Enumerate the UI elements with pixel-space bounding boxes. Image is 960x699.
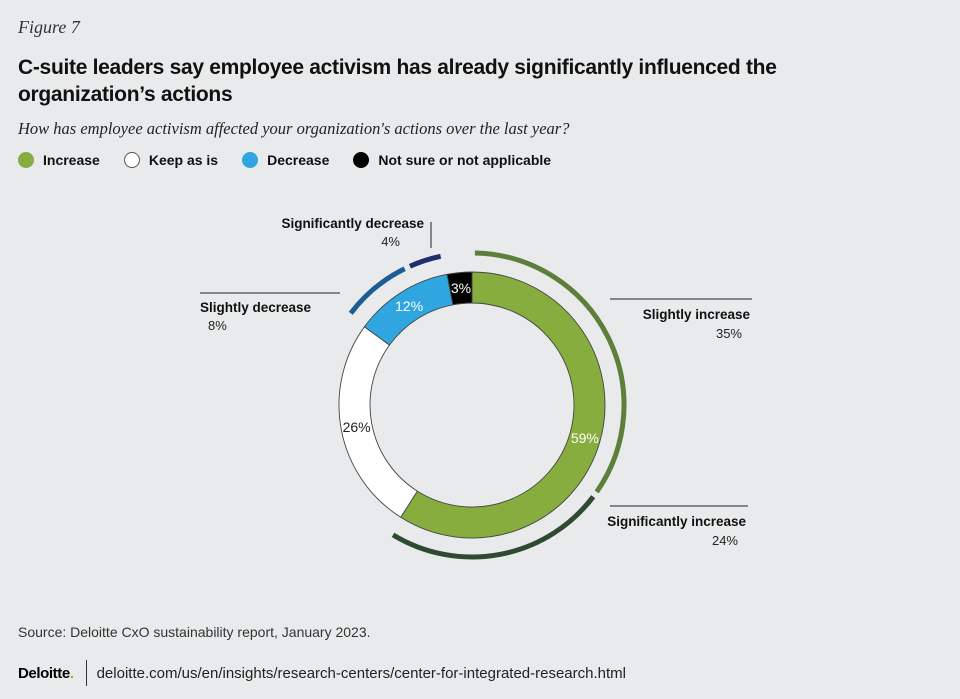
- breakdown-value-slightly-decrease: 8%: [208, 318, 227, 333]
- figure-label: Figure 7: [18, 17, 80, 37]
- breakdown-label-slightly-increase: Slightly increase: [643, 307, 751, 322]
- breakdown-value-significantly-decrease: 4%: [381, 234, 400, 249]
- legend-item-decrease: Decrease: [242, 152, 329, 168]
- legend-swatch-increase: [18, 152, 34, 168]
- deloitte-logo: Deloitte.: [18, 665, 74, 682]
- arc-significantly-increase: [391, 495, 596, 560]
- slice-not-sure-or-not-applicable: [446, 271, 473, 306]
- legend-label-decrease: Decrease: [267, 152, 330, 168]
- slice-label-decrease: 12%: [395, 298, 423, 314]
- logo-text: Deloitte: [18, 664, 70, 682]
- footer-divider: [85, 660, 87, 686]
- chart-subtitle: How has employee activism affected your …: [18, 119, 570, 138]
- breakdown-label-significantly-decrease: Significantly decrease: [281, 216, 424, 231]
- legend: Increase Keep as is Decrease Not sure or…: [18, 152, 575, 168]
- legend-label-not-sure: Not sure or not applicable: [378, 152, 552, 168]
- source-note: Source: Deloitte CxO sustainability repo…: [18, 624, 371, 640]
- legend-label-keep-as-is: Keep as is: [148, 152, 219, 168]
- arc-significantly-decrease: [408, 253, 442, 269]
- footer: Deloitte. deloitte.com/us/en/insights/re…: [18, 660, 626, 686]
- logo-dot: .: [69, 664, 74, 682]
- slice-label-not-sure-or-not-applicable: 3%: [451, 280, 471, 296]
- legend-label-increase: Increase: [43, 152, 100, 168]
- legend-swatch-decrease: [242, 152, 259, 168]
- breakdown-value-significantly-increase: 24%: [712, 533, 738, 548]
- arc-slightly-increase: [474, 250, 627, 494]
- breakdown-label-slightly-decrease: Slightly decrease: [200, 300, 312, 315]
- arc-slightly-decrease: [348, 266, 406, 315]
- legend-item-not-sure: Not sure or not applicable: [353, 152, 551, 168]
- breakdown-label-significantly-increase: Significantly increase: [607, 514, 746, 529]
- legend-swatch-keep-as-is: [123, 152, 140, 168]
- slice-label-keep-as-is: 26%: [343, 419, 371, 435]
- slice-label-increase: 59%: [571, 430, 599, 446]
- breakdown-value-slightly-increase: 35%: [716, 326, 742, 341]
- legend-item-keep-as-is: Keep as is: [123, 152, 219, 168]
- legend-item-increase: Increase: [18, 152, 100, 168]
- footer-url-link[interactable]: deloitte.com/us/en/insights/research-cen…: [96, 664, 626, 682]
- chart-title: C-suite leaders say employee activism ha…: [18, 56, 777, 106]
- slice-increase: [400, 271, 606, 539]
- legend-swatch-not-sure: [353, 152, 370, 168]
